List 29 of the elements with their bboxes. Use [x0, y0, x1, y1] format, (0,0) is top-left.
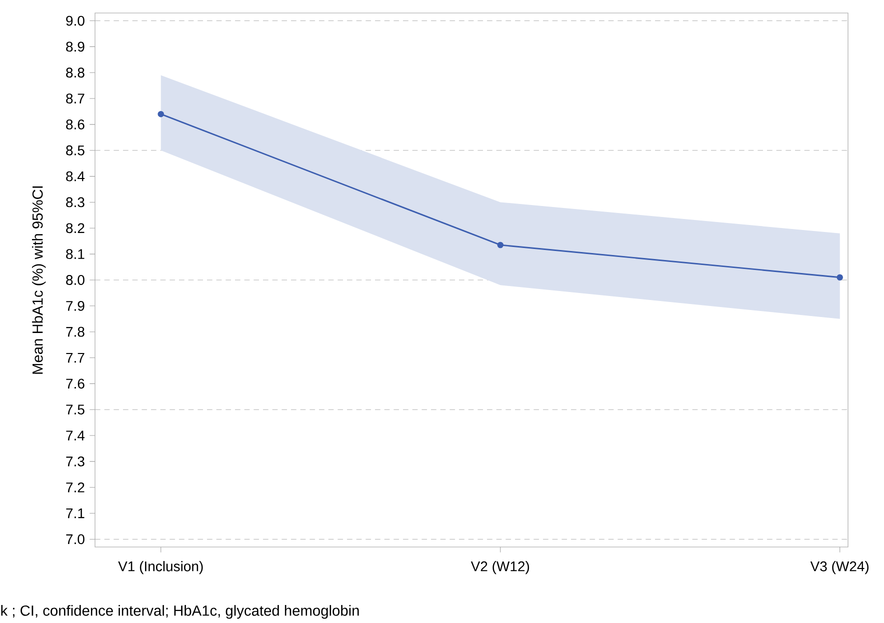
y-tick-label: 8.2 [66, 223, 84, 234]
text: k ; CI, confidence interval; HbA1c, glycated hemoglobin [1, 605, 359, 619]
y-axis-title: Mean HbA1c (%) with 95%CI [32, 186, 46, 374]
y-tick-label: 8.3 [66, 197, 84, 208]
y-tick-label: 8.7 [66, 94, 84, 104]
y-tick-label: 7.7 [66, 352, 84, 363]
y-tick-label: 8.1 [66, 249, 84, 260]
y-tick-label: 7.0 [66, 534, 84, 544]
y-tick-label: 8.8 [66, 68, 84, 78]
y-tick-label: 8.0 [66, 275, 84, 285]
point [836, 274, 843, 281]
point [158, 110, 164, 118]
y-tick-label: 7.1 [66, 508, 84, 518]
y-tick-label: 8.9 [66, 42, 84, 52]
y-tick-label: 7.8 [66, 326, 84, 337]
x-tick-label: V2 (W12) [470, 561, 530, 574]
x-tick-label: V1 (Inclusion) [118, 561, 203, 574]
y-tick-label: 8.4 [66, 171, 85, 182]
y-tick-label: 7.5 [66, 404, 84, 414]
y-tick-label: 7.6 [66, 378, 84, 389]
y-tick-label: 9.0 [66, 16, 84, 26]
y-tick-label: 8.6 [66, 120, 84, 130]
y-tick-label: 7.4 [66, 430, 85, 440]
y-tick-label: 7.3 [66, 456, 84, 466]
x-tick-label: V3 (W24) [810, 561, 869, 574]
point [497, 242, 504, 248]
y-tick-label: 7.2 [66, 482, 84, 492]
y-tick-label: 7.9 [66, 300, 84, 311]
y-tick-label: 8.5 [66, 145, 84, 156]
